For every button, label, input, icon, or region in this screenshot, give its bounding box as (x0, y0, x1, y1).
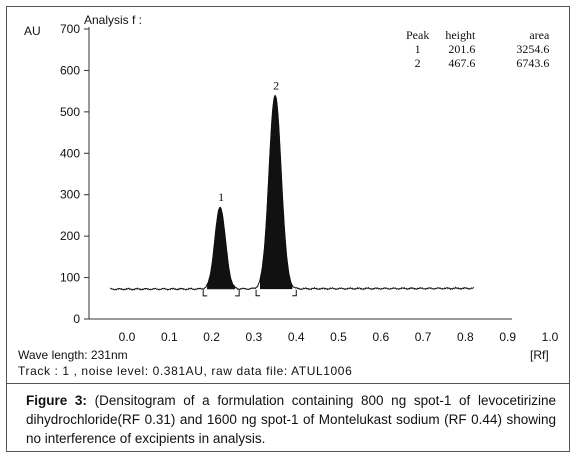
densitogram-trace (109, 94, 475, 297)
integration-end-mark (292, 289, 297, 297)
track-info: Track : 1 , noise level: 0.381AU, raw da… (18, 364, 353, 378)
y-tick-label: 400 (60, 146, 80, 160)
table-row: 2 467.6 6743.6 (406, 56, 550, 70)
peak-table-header: Peak height area (406, 28, 549, 42)
y-tick-label: 200 (60, 229, 80, 243)
peak-height: 201.6 (448, 42, 476, 56)
x-tick-label: 0.9 (499, 330, 516, 344)
integration-end-mark (235, 289, 240, 297)
area-header: area (529, 28, 550, 42)
x-tick-label: 0.3 (246, 330, 263, 344)
x-tick-label: 0.7 (415, 330, 432, 344)
peak-table: Peak height area 1 201.6 3254.6 2 467.6 … (406, 28, 549, 70)
integration-start-mark (202, 289, 208, 297)
caption-text: (Densitogram of a formulation containing… (26, 393, 556, 446)
y-tick-label: 300 (60, 188, 80, 202)
x-tick-label: 0.4 (288, 330, 305, 344)
x-tick-label: 0.0 (119, 330, 136, 344)
integration-start-mark (255, 289, 261, 297)
peak-labels: 12 (218, 78, 279, 204)
x-tick-label: 0.5 (330, 330, 347, 344)
x-tick-label: 0.2 (203, 330, 220, 344)
x-tick-label: 1.0 (542, 330, 559, 344)
x-tick-label: 0.1 (161, 330, 178, 344)
x-axis-label: [Rf] (530, 348, 549, 362)
wavelength-info: Wave length: 231nm (18, 348, 128, 362)
peak-label: 2 (273, 78, 279, 92)
x-tick-label: 0.8 (457, 330, 474, 344)
y-tick-label: 500 (60, 105, 80, 119)
figure-caption: Figure 3: (Densitogram of a formulation … (26, 391, 556, 448)
peak-label: 1 (218, 190, 224, 204)
y-tick-label: 700 (60, 22, 80, 36)
caption-divider (6, 383, 570, 384)
peak-height: 467.6 (448, 56, 476, 70)
peak-header: Peak (406, 28, 430, 42)
axis-ticks: 0 100 200 300 400 500 600 700 0.0 0.1 0.2 0.3 0.4 0.5… (60, 22, 559, 344)
caption-label: Figure 3: (26, 393, 87, 408)
table-row: 1 201.6 3254.6 (406, 42, 550, 56)
peak-number: 2 (414, 56, 421, 70)
y-axis-label: AU (24, 24, 41, 38)
peak-area-fill-1 (207, 206, 236, 290)
peak-area: 3254.6 (516, 42, 550, 56)
peak-area-fill-2 (260, 94, 293, 290)
peak-area: 6743.6 (516, 56, 550, 70)
y-tick-label: 100 (60, 271, 80, 285)
x-tick-label: 0.6 (372, 330, 389, 344)
trace-line (109, 94, 475, 291)
axes (88, 27, 512, 320)
y-tick-label: 0 (73, 312, 80, 326)
chart-title: Analysis f : (84, 13, 143, 27)
figure-frame (6, 6, 570, 452)
y-tick-label: 600 (60, 63, 80, 77)
height-header: height (445, 28, 476, 42)
peak-number: 1 (414, 42, 421, 56)
